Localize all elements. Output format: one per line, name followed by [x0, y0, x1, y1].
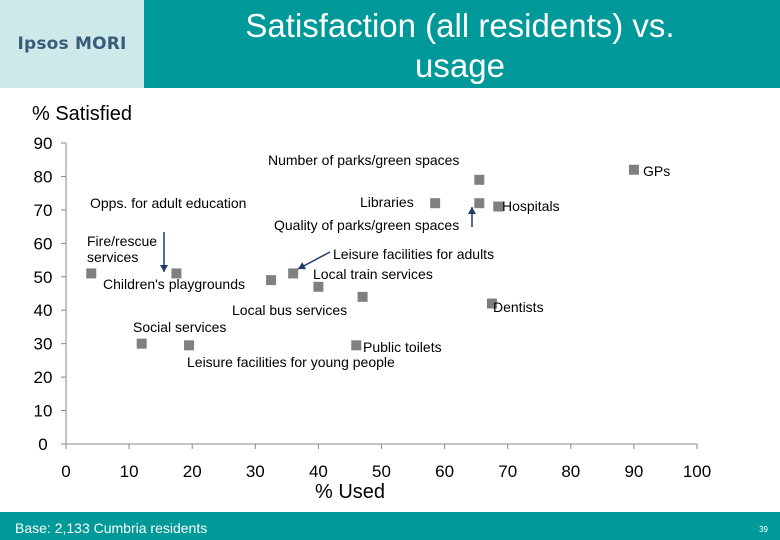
scatter-chart: 0 10 20 30 40 50 60 70 80 90 0 10 20 30 40 50 60 70 80 90 10… — [34, 134, 712, 481]
point-label: Social services — [133, 319, 226, 335]
y-tick-label: 30 — [34, 335, 53, 354]
x-axis-label: % Used — [314, 481, 386, 503]
point-label: Children's playgrounds — [103, 276, 245, 292]
point-label: Opps. for adult education — [90, 195, 246, 211]
data-point-marker — [171, 268, 182, 279]
x-tick-label: 70 — [498, 462, 517, 481]
data-point-marker — [486, 298, 497, 309]
point-label: Libraries — [360, 194, 414, 210]
point-label: Local bus services — [232, 302, 347, 318]
data-point-marker — [474, 174, 485, 185]
y-tick-label: 20 — [34, 368, 53, 387]
x-tick-label: 30 — [246, 462, 265, 481]
data-point-marker — [430, 198, 441, 209]
fire-rescue-arrow-head — [160, 265, 168, 272]
point-label: Quality of parks/green spaces — [274, 217, 459, 233]
y-tick-label: 10 — [34, 402, 53, 421]
x-tick-label: 50 — [372, 462, 391, 481]
data-point-marker — [313, 281, 324, 292]
data-point-marker — [357, 291, 368, 302]
base-note: Base: 2,133 Cumbria residents — [15, 520, 208, 536]
x-tick-label: 90 — [624, 462, 643, 481]
x-tick-label: 40 — [309, 462, 328, 481]
y-axis-label: % Satisfied — [32, 103, 133, 125]
y-tick-label: 60 — [34, 234, 53, 253]
point-label: Local train services — [313, 266, 433, 282]
y-tick-label: 40 — [34, 301, 53, 320]
data-point-marker — [474, 198, 485, 209]
title-line-2: usage — [415, 47, 505, 84]
title-line-1: Satisfaction (all residents) vs. — [245, 7, 675, 44]
logo: Ipsos MORI — [0, 0, 144, 88]
data-point-marker — [351, 340, 362, 351]
point-label: Leisure facilities for adults — [333, 246, 494, 262]
y-tick-label: 80 — [34, 167, 53, 186]
point-label: Leisure facilities for young people — [187, 354, 395, 370]
point-label: Public toilets — [363, 339, 442, 355]
quality-parks-arrow-head — [468, 207, 476, 214]
point-label: services — [87, 249, 138, 265]
point-label: Dentists — [493, 299, 544, 315]
y-tick-label: 70 — [34, 201, 53, 220]
point-label: Fire/rescue — [87, 233, 157, 249]
x-tick-label: 60 — [435, 462, 454, 481]
y-tick-label: 0 — [38, 435, 47, 454]
data-point-marker — [136, 338, 147, 349]
data-point-marker — [86, 268, 97, 279]
point-label: Number of parks/green spaces — [268, 152, 459, 168]
x-tick-label: 10 — [120, 462, 139, 481]
y-tick-label: 90 — [34, 134, 53, 153]
point-label: GPs — [643, 163, 670, 179]
y-tick-label: 50 — [34, 268, 53, 287]
data-point-marker — [628, 164, 639, 175]
point-label: Hospitals — [502, 198, 560, 214]
data-point-marker — [184, 340, 195, 351]
page-title: Satisfaction (all residents) vs. usage — [150, 6, 770, 86]
x-tick-label: 20 — [183, 462, 202, 481]
page-number: 39 — [759, 525, 768, 534]
x-tick-label: 100 — [683, 462, 711, 481]
logo-text: Ipsos MORI — [17, 34, 127, 54]
data-point-marker — [266, 275, 277, 286]
footer-bar: Base: 2,133 Cumbria residents 39 — [0, 512, 780, 540]
data-point-marker — [288, 268, 299, 279]
x-tick-label: 0 — [61, 462, 70, 481]
x-tick-label: 80 — [561, 462, 580, 481]
leisure-adults-arrow-head — [298, 262, 307, 270]
data-point-marker — [493, 201, 504, 212]
